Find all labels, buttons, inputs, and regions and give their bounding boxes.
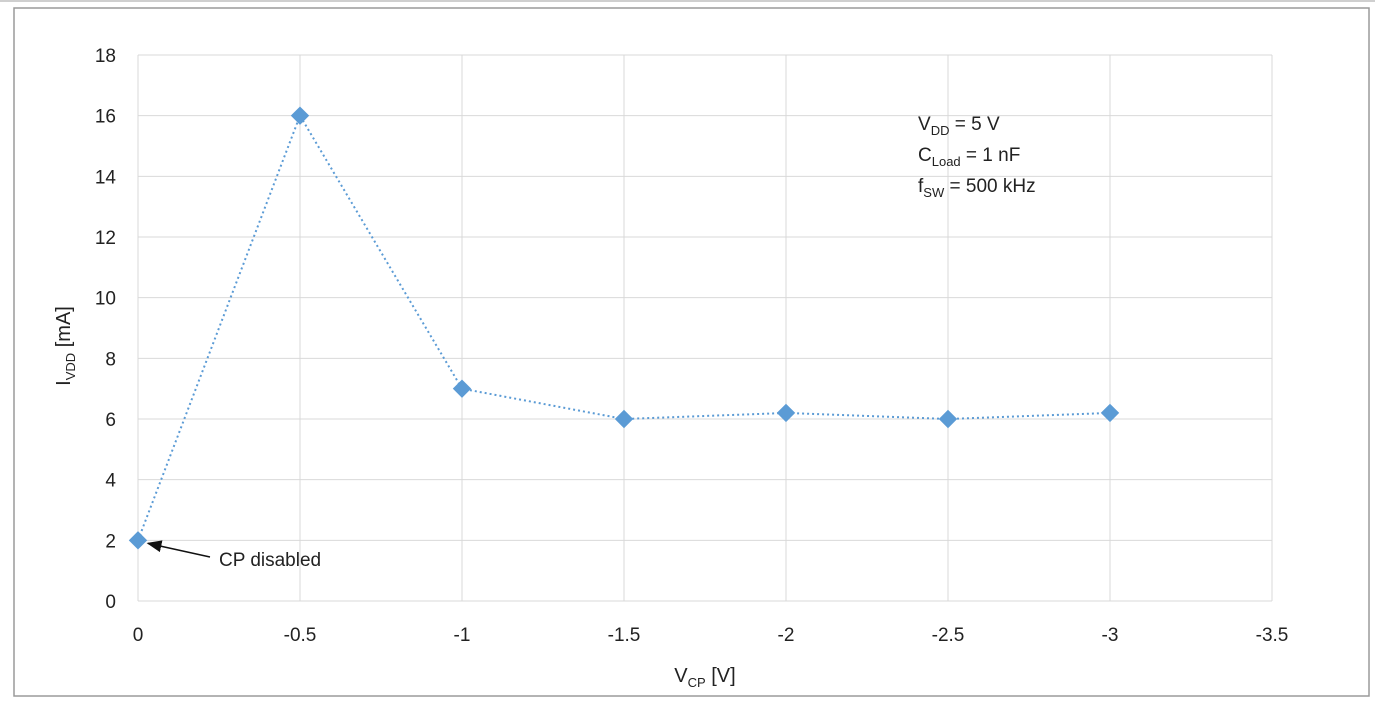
condition-label: CLoad = 1 nF (918, 145, 1020, 169)
chart-border (13, 7, 1370, 697)
y-tick-label: 6 (105, 410, 116, 431)
data-point (290, 106, 310, 125)
data-point (452, 379, 472, 398)
data-point (776, 403, 796, 423)
annotation-label: CP disabled (219, 550, 321, 571)
y-tick-label: 10 (95, 289, 116, 310)
y-tick-label: 2 (105, 531, 116, 552)
data-point (614, 409, 634, 429)
data-point (938, 409, 958, 429)
y-tick-label: 0 (105, 592, 116, 613)
x-tick-label: -1.5 (608, 625, 641, 646)
condition-label: fSW = 500 kHz (918, 176, 1036, 200)
x-tick-label: -0.5 (284, 625, 317, 646)
y-tick-label: 16 (95, 107, 116, 128)
x-axis-label: VCP [V] (674, 665, 735, 690)
axis-labels: VCP [V] IVDD [mA] (53, 306, 736, 690)
y-axis-label: IVDD [mA] (53, 306, 78, 386)
gridlines (137, 54, 1273, 602)
y-tick-label: 14 (95, 167, 117, 188)
tick-labels: 0 -0.5 -1 -1.5 -2 -2.5 -3 -3.5 0 2 4 6 8 10 12 14 16 18 (95, 46, 1289, 646)
x-tick-label: -2.5 (932, 625, 965, 646)
data-point (1100, 403, 1120, 423)
annotations: VDD = 5 V CLoad = 1 nF fSW = 500 kHz CP dis… (146, 114, 1036, 571)
annotation-arrow (146, 540, 211, 558)
x-tick-label: -3.5 (1256, 625, 1289, 646)
y-tick-label: 12 (95, 228, 116, 249)
data-series (128, 106, 1120, 550)
y-tick-label: 8 (105, 349, 116, 370)
x-tick-label: -1 (454, 625, 471, 646)
data-point (128, 531, 148, 550)
x-tick-label: 0 (133, 625, 144, 646)
condition-label: VDD = 5 V (918, 114, 1000, 138)
x-tick-label: -2 (778, 625, 795, 646)
y-tick-label: 18 (95, 46, 116, 67)
x-tick-label: -3 (1102, 625, 1119, 646)
y-tick-label: 4 (105, 471, 116, 492)
